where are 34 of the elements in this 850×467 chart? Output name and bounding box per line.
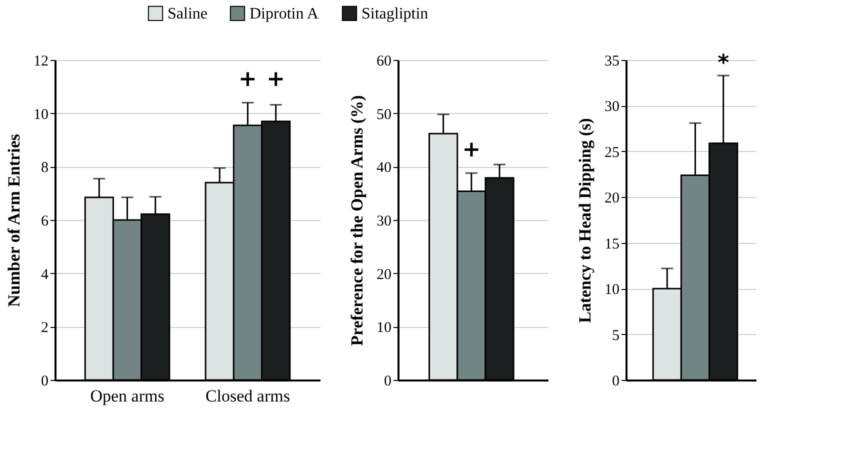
x-tick-label: Closed arms [205, 386, 290, 406]
y-tick-label: 30 [376, 214, 392, 230]
y-tick-label: 0 [41, 374, 48, 390]
y-tick-label: 10 [376, 320, 392, 336]
y-tick-label: 0 [384, 374, 392, 390]
y-tick-label: 30 [604, 99, 620, 116]
y-tick-label: 35 [604, 54, 620, 70]
y-tick-label: 40 [376, 160, 392, 176]
y-tick-label: 10 [34, 106, 48, 123]
legend-label: Sitagliptin [362, 5, 428, 22]
y-tick-label: 60 [376, 54, 392, 70]
annotation: + [238, 67, 257, 92]
y-tick-label: 4 [41, 266, 49, 283]
y-tick-label: 25 [604, 144, 620, 161]
x-tick-label: Open arms [90, 386, 164, 406]
y-tick-label: 10 [604, 282, 620, 298]
annotation: * [718, 51, 730, 76]
y-axis-title: Latency to Head Dipping (s) [576, 118, 594, 323]
y-tick-label: 8 [41, 160, 48, 176]
y-axis-title: Preference for the Open Arms (%) [348, 95, 366, 346]
y-tick-label: 6 [41, 214, 49, 230]
annotation: + [266, 67, 286, 92]
y-tick-label: 50 [376, 106, 392, 123]
y-tick-label: 0 [612, 374, 620, 390]
y-tick-label: 15 [604, 236, 620, 252]
y-tick-label: 2 [41, 320, 48, 336]
y-tick-label: 5 [612, 328, 620, 344]
y-tick-label: 20 [604, 190, 620, 207]
annotation: + [462, 138, 481, 163]
y-axis-title: Number of Arm Entries [4, 134, 24, 307]
y-tick-label: 12 [34, 54, 48, 70]
legend-label: Saline [168, 5, 208, 22]
y-tick-label: 20 [376, 266, 392, 283]
legend-label: Diprotin A [250, 5, 319, 22]
